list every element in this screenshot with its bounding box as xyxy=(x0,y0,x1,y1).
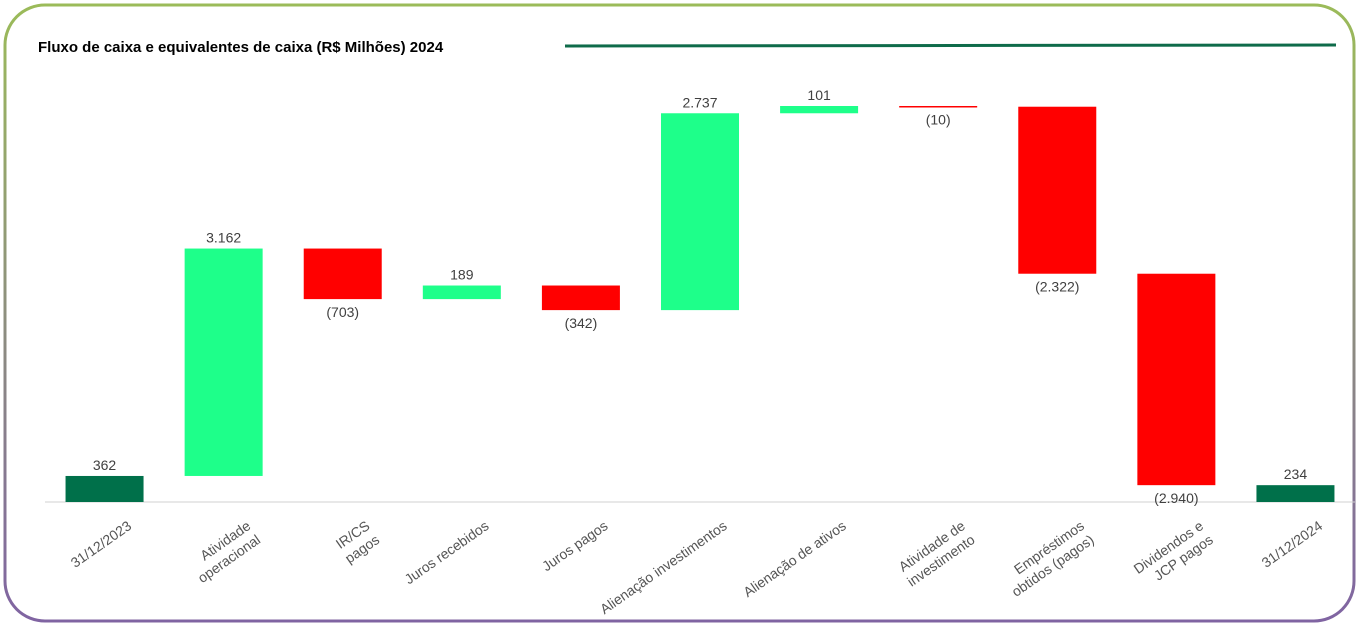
x-tick-label: IR/CSpagos xyxy=(332,517,382,566)
bar xyxy=(65,475,144,502)
value-label: 3.162 xyxy=(206,230,241,246)
x-tick-label: Empréstimosobtidos (pagos) xyxy=(999,517,1097,599)
bar xyxy=(661,113,739,311)
x-tick-label: Atividade deinvestimento xyxy=(894,517,977,589)
x-tick-label: 31/12/2023 xyxy=(68,517,135,570)
chart-title: Fluxo de caixa e equivalentes de caixa (… xyxy=(38,39,444,56)
bar xyxy=(1018,106,1097,274)
bar xyxy=(899,106,978,108)
value-label: (342) xyxy=(565,315,598,331)
value-label: 2.737 xyxy=(682,94,717,110)
bar xyxy=(541,285,620,311)
value-label: 234 xyxy=(1284,466,1308,482)
bar xyxy=(780,106,859,114)
x-tick-label: Alienação de ativos xyxy=(740,517,849,600)
x-tick-label: 31/12/2024 xyxy=(1259,517,1326,570)
x-tick-label: Juros recebidos xyxy=(401,517,491,587)
title-rule xyxy=(564,43,1337,48)
value-label: (10) xyxy=(926,112,951,128)
x-tick-label: Atividadeoperacional xyxy=(185,517,263,586)
value-label: (703) xyxy=(326,304,359,320)
bar xyxy=(422,285,501,300)
x-tick-label: Dividendos eJCP pagos xyxy=(1131,517,1216,591)
bar xyxy=(303,248,382,300)
value-label: 101 xyxy=(807,87,831,103)
bar xyxy=(1137,273,1216,486)
value-label: (2.940) xyxy=(1154,490,1198,506)
x-tick-label: Juros pagos xyxy=(539,517,611,574)
bar xyxy=(184,248,263,476)
bar xyxy=(1256,485,1335,502)
value-label: 189 xyxy=(450,267,474,283)
value-label: (2.322) xyxy=(1035,279,1079,295)
frame xyxy=(3,3,1356,623)
x-tick-label: Alienação investimentos xyxy=(597,517,730,617)
value-label: 362 xyxy=(93,457,117,473)
